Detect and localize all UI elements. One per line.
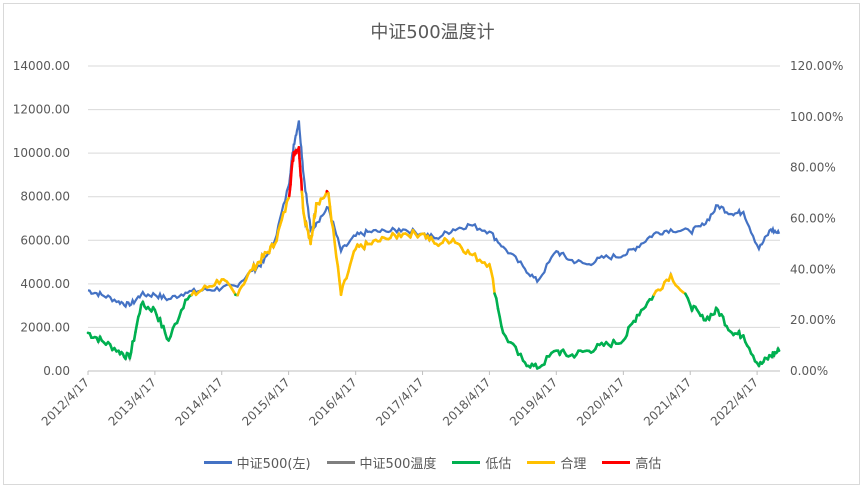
- x-tick-label: 2018/4/17: [440, 375, 493, 428]
- temperature-segment-fair: [327, 191, 332, 208]
- y-right-tick-label: 80.00%: [790, 161, 836, 175]
- series-line-index: [87, 120, 781, 309]
- legend-label-low: 低估: [485, 457, 512, 472]
- temperature-segment-fair: [336, 264, 341, 282]
- legend-label-temperature: 中证500温度: [359, 457, 437, 472]
- y-left-tick-label: 12000.00: [13, 103, 70, 117]
- legend-item-fair: 合理: [527, 453, 586, 472]
- legend-label-fair: 合理: [560, 457, 587, 472]
- y-left-tick-label: 8000.00: [20, 190, 70, 204]
- temperature-segment-fair: [314, 201, 318, 213]
- temperature-segment-low: [498, 315, 503, 328]
- legend-swatch-temperature: [326, 461, 355, 464]
- chart-frame: [3, 3, 860, 485]
- y-right-tick-label: 40.00%: [790, 262, 836, 276]
- temperature-segment-fair: [339, 284, 345, 297]
- legend: 中证500(左) 中证500温度 低估 合理 高估: [0, 453, 865, 472]
- temperature-segment-low: [138, 303, 143, 315]
- legend-swatch-index: [203, 461, 232, 464]
- legend-swatch-fair: [527, 461, 556, 464]
- legend-swatch-high: [602, 461, 631, 464]
- y-left-tick-label: 6000.00: [20, 233, 70, 247]
- temperature-segment-low: [776, 347, 781, 352]
- temperature-segment-high: [299, 178, 304, 194]
- temperature-segment-low: [496, 307, 502, 319]
- temperature-segment-low: [134, 323, 139, 334]
- legend-item-index: 中证500(左): [203, 453, 311, 472]
- y-right-tick-label: 20.00%: [790, 313, 836, 327]
- temperature-segment-fair: [275, 229, 280, 243]
- y-left-tick-label: 10000.00: [13, 146, 70, 160]
- temperature-segment-fair: [331, 226, 336, 244]
- temperature-segment-low: [625, 326, 630, 337]
- temperature-segment-high: [289, 165, 294, 177]
- temperature-segment-low: [158, 316, 164, 329]
- temperature-segment-high: [298, 157, 302, 168]
- temperature-segment-fair: [301, 196, 305, 210]
- temperature-segment-fair: [489, 269, 495, 281]
- x-tick-label: 2014/4/17: [172, 375, 225, 428]
- temperature-segment-low: [129, 340, 134, 354]
- y-right-tick-label: 120.00%: [790, 59, 843, 73]
- temperature-segment-low: [169, 327, 175, 338]
- chart-title: 中证500温度计: [370, 22, 495, 43]
- legend-label-high: 高估: [635, 457, 662, 472]
- x-tick-label: 2019/4/17: [507, 375, 560, 428]
- y-left-tick-label: 4000.00: [20, 277, 70, 291]
- x-tick-label: 2012/4/17: [39, 375, 92, 428]
- temperature-segment-low: [494, 296, 500, 311]
- x-tick-label: 2021/4/17: [641, 375, 694, 428]
- temperature-segment-fair: [333, 241, 338, 258]
- legend-item-low: 低估: [452, 453, 511, 472]
- temperature-segment-fair: [491, 277, 496, 295]
- y-left-tick-label: 14000.00: [13, 59, 70, 73]
- x-tick-label: 2015/4/17: [239, 375, 292, 428]
- legend-item-high: 高估: [602, 453, 661, 472]
- legend-label-index: 中证500(左): [236, 457, 311, 472]
- x-tick-label: 2022/4/17: [708, 375, 761, 428]
- temperature-segment-high: [297, 146, 301, 160]
- x-tick-label: 2016/4/17: [306, 375, 359, 428]
- y-left-tick-label: 0.00: [43, 364, 70, 378]
- temperature-segment-fair: [328, 205, 333, 223]
- series-line-temperature: [87, 146, 781, 370]
- legend-item-temperature: 中证500温度: [326, 453, 437, 472]
- temperature-segment-low: [514, 345, 520, 357]
- temperature-segment-low: [182, 298, 187, 310]
- temperature-segment-fair: [283, 200, 289, 213]
- temperature-segment-fair: [334, 255, 340, 268]
- temperature-segment-low: [132, 330, 137, 342]
- x-tick-label: 2020/4/17: [574, 375, 627, 428]
- temperature-segment-low: [543, 355, 549, 366]
- temperature-segment-high: [298, 165, 302, 178]
- x-tick-label: 2013/4/17: [106, 375, 159, 428]
- y-left-tick-label: 2000.00: [20, 320, 70, 334]
- y-right-tick-label: 0.00%: [790, 364, 828, 378]
- y-right-tick-label: 100.00%: [790, 110, 843, 124]
- legend-swatch-low: [452, 461, 481, 464]
- x-tick-label: 2017/4/17: [373, 375, 426, 428]
- y-right-tick-label: 60.00%: [790, 212, 836, 226]
- temperature-segment-low: [721, 315, 727, 327]
- temperature-segment-high: [289, 173, 293, 186]
